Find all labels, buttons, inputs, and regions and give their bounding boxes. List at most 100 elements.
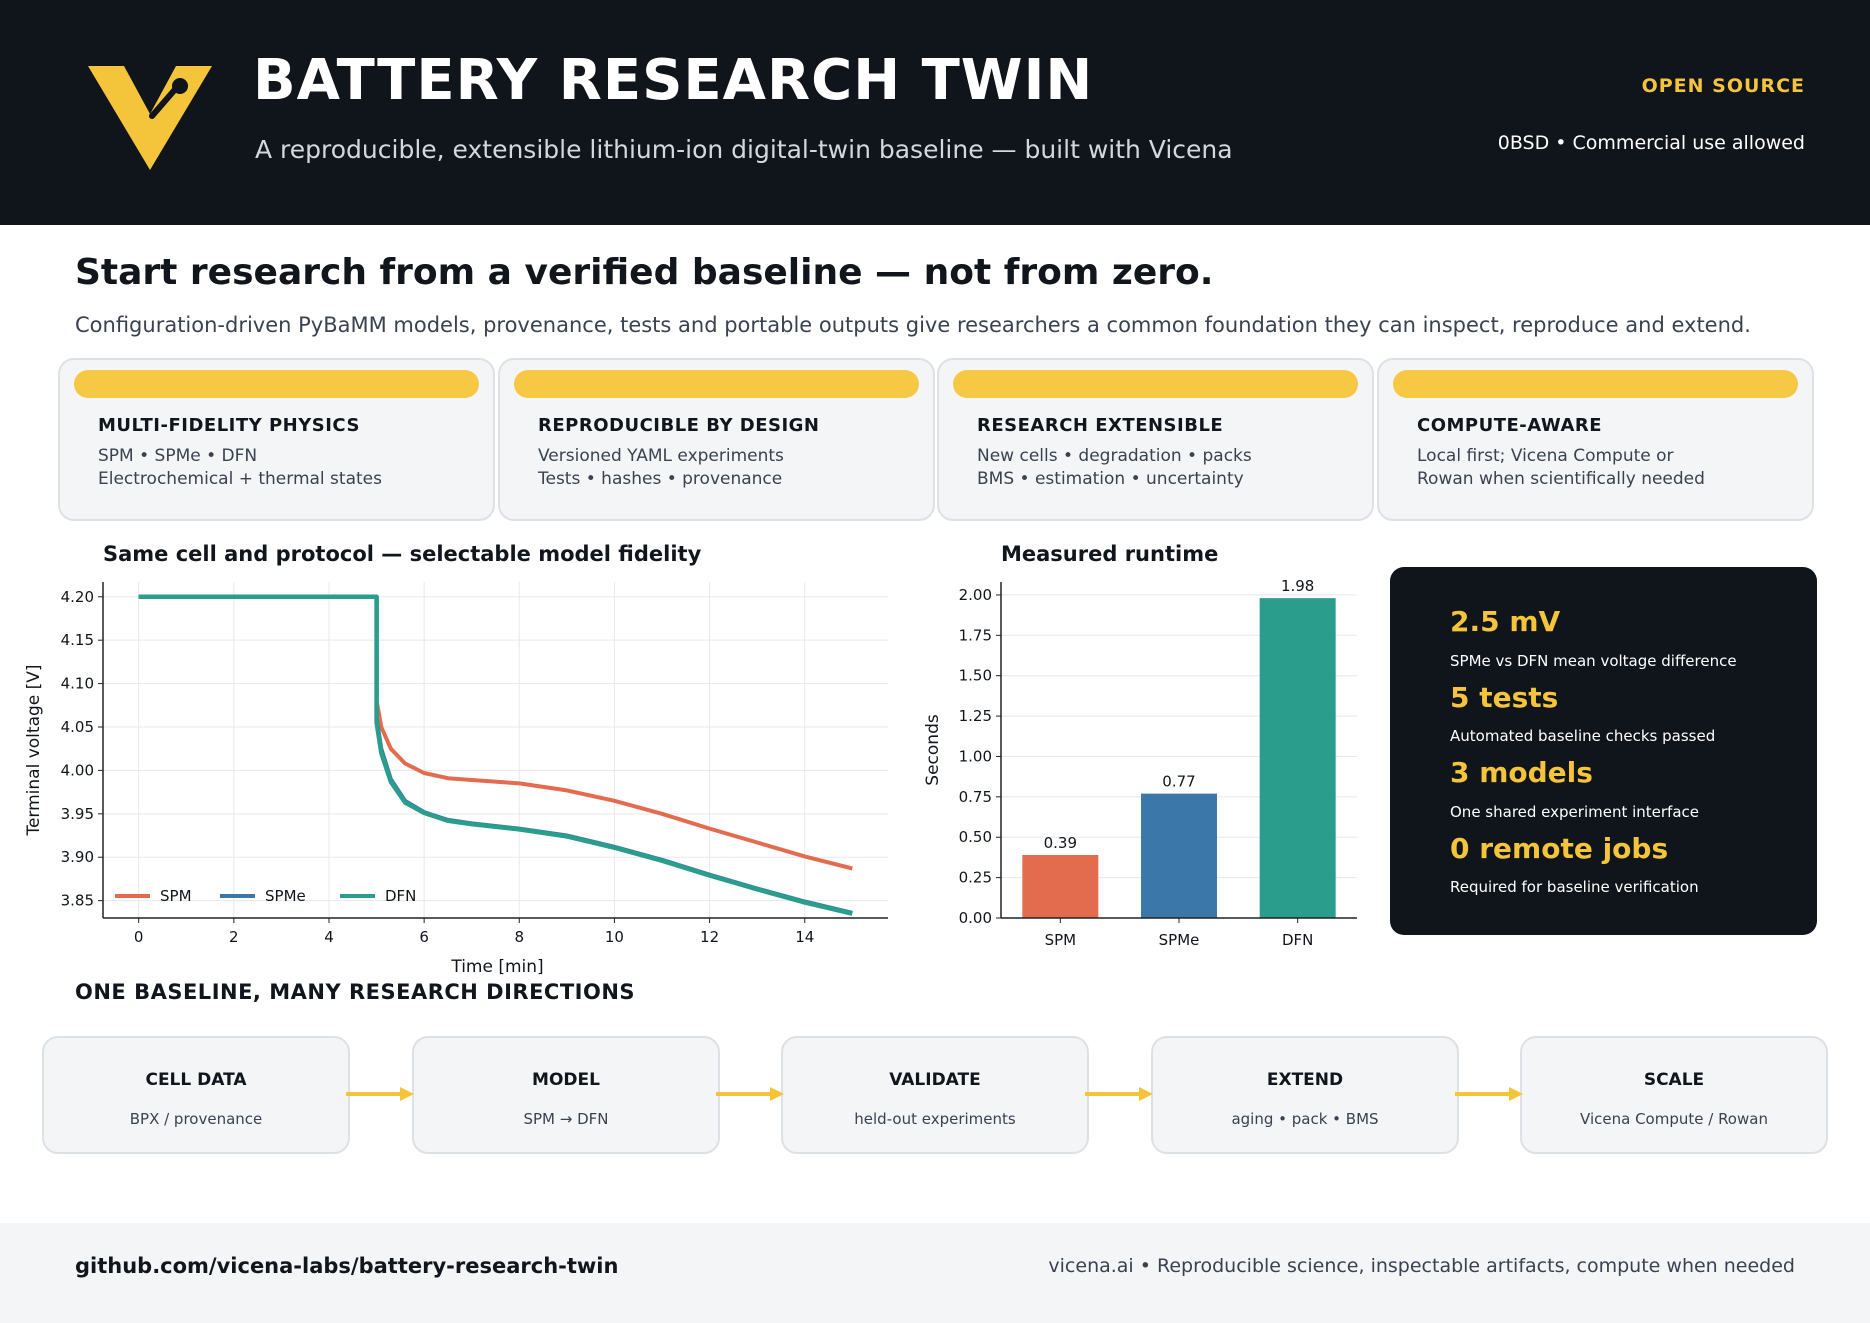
metric-label: Required for baseline verification	[1450, 878, 1699, 896]
page-headline: Start research from a verified baseline …	[75, 252, 1214, 293]
x-tick-label: 0	[134, 928, 144, 946]
legend-label: SPM	[160, 887, 192, 905]
x-tick-label: 4	[324, 928, 334, 946]
step-title: EXTEND	[1266, 1070, 1344, 1090]
pipeline-step-scale: SCALE Vicena Compute / Rowan	[1520, 1036, 1828, 1154]
series-line-dfn	[138, 594, 853, 916]
runtime-bar-chart: 0.00 0.25 0.50 0.75 1.00 1.25 1.50 1.75 2.00 0.39…	[923, 577, 1357, 949]
app-subtitle: A reproducible, extensible lithium-ion d…	[255, 135, 1233, 164]
metric-value: 0 remote jobs	[1450, 832, 1669, 865]
y-tick-label: 3.90	[61, 848, 94, 866]
feature-card-extensible: RESEARCH EXTENSIBLE New cells • degradat…	[937, 358, 1374, 521]
y-tick-label: 0.75	[959, 788, 992, 806]
metric-value: 5 tests	[1450, 681, 1559, 714]
step-desc: SPM → DFN	[523, 1110, 609, 1128]
y-tick-label: 4.15	[61, 631, 94, 649]
step-desc: held-out experiments	[854, 1110, 1016, 1128]
voltage-chart-title: Same cell and protocol — selectable mode…	[103, 542, 702, 566]
feature-card-physics: MULTI-FIDELITY PHYSICS SPM • SPMe • DFN …	[58, 358, 495, 521]
x-tick-label: 2	[229, 928, 239, 946]
x-tick-label: SPMe	[1159, 931, 1200, 949]
license-text: 0BSD • Commercial use allowed	[1497, 132, 1805, 154]
arrow-right-icon	[1455, 1087, 1523, 1101]
feature-line: SPM • SPMe • DFN	[98, 446, 258, 466]
metrics-panel: 2.5 mV SPMe vs DFN mean voltage differen…	[1390, 567, 1817, 935]
feature-title: RESEARCH EXTENSIBLE	[977, 415, 1224, 436]
y-tick-label: 4.00	[61, 761, 94, 779]
open-source-badge: OPEN SOURCE	[1641, 75, 1805, 97]
step-desc: aging • pack • BMS	[1231, 1110, 1379, 1128]
x-tick-label: DFN	[1282, 931, 1313, 949]
bar-value-label: 0.39	[1044, 834, 1077, 852]
y-tick-label: 0.25	[959, 869, 992, 887]
y-axis-label: Terminal voltage [V]	[24, 664, 44, 836]
feature-line: Rowan when scientifically needed	[1417, 469, 1705, 489]
x-tick-label: 12	[700, 928, 719, 946]
y-tick-label: 4.20	[61, 588, 94, 606]
x-axis-label: Time [min]	[450, 957, 543, 977]
metric-value: 2.5 mV	[1450, 605, 1561, 638]
bar-dfn	[1259, 598, 1336, 918]
pipeline-step-extend: EXTEND aging • pack • BMS	[1151, 1036, 1459, 1154]
series-line-spm	[138, 594, 853, 871]
y-tick-label: 1.00	[959, 747, 992, 765]
x-tick-label: 14	[795, 928, 814, 946]
y-axis-label: Seconds	[923, 714, 943, 786]
step-title: SCALE	[1643, 1070, 1705, 1090]
feature-card-compute: COMPUTE-AWARE Local first; Vicena Comput…	[1377, 358, 1814, 521]
step-title: VALIDATE	[889, 1070, 981, 1090]
feature-line: New cells • degradation • packs	[977, 446, 1252, 466]
feature-title: COMPUTE-AWARE	[1417, 415, 1603, 436]
x-tick-label: 10	[605, 928, 624, 946]
repo-link[interactable]: github.com/vicena-labs/battery-research-…	[75, 1254, 619, 1278]
vicena-logo-icon	[88, 66, 212, 170]
feature-line: Electrochemical + thermal states	[98, 469, 382, 489]
y-tick-label: 1.50	[959, 667, 992, 685]
y-tick-label: 4.10	[61, 675, 94, 693]
x-tick-label: SPM	[1045, 931, 1077, 949]
footer-tagline: vicena.ai • Reproducible science, inspec…	[1048, 1255, 1795, 1277]
x-tick-label: 8	[515, 928, 525, 946]
y-tick-label: 0.50	[959, 828, 992, 846]
voltage-line-chart: 0 2 4 6 8 10 12 14 3.85 3.90 3.95 4.00 4.05 4.10 4.15 4…	[24, 582, 888, 977]
series-line-spme	[138, 594, 853, 915]
feature-accent-bar	[1393, 370, 1798, 398]
page-lede: Configuration-driven PyBaMM models, prov…	[75, 313, 1751, 337]
pipeline-step-model: MODEL SPM → DFN	[412, 1036, 720, 1154]
legend-label: SPMe	[265, 887, 306, 905]
feature-line: Tests • hashes • provenance	[538, 469, 783, 489]
metric-label: One shared experiment interface	[1450, 803, 1700, 821]
bar-value-label: 0.77	[1162, 773, 1195, 791]
arrow-right-icon	[346, 1087, 414, 1101]
feature-line: Local first; Vicena Compute or	[1417, 446, 1674, 466]
metric-label: SPMe vs DFN mean voltage difference	[1450, 652, 1737, 670]
y-tick-label: 3.95	[61, 805, 94, 823]
bar-value-label: 1.98	[1281, 577, 1314, 595]
feature-card-reproducible: REPRODUCIBLE BY DESIGN Versioned YAML ex…	[498, 358, 935, 521]
arrow-right-icon	[1085, 1087, 1153, 1101]
feature-title: REPRODUCIBLE BY DESIGN	[538, 415, 820, 436]
legend-label: DFN	[385, 887, 416, 905]
y-tick-label: 3.85	[61, 892, 94, 910]
pipeline-step-cell-data: CELL DATA BPX / provenance	[42, 1036, 350, 1154]
step-desc: Vicena Compute / Rowan	[1580, 1110, 1768, 1128]
step-desc: BPX / provenance	[129, 1110, 263, 1128]
x-tick-label: 6	[419, 928, 429, 946]
header-banner: BATTERY RESEARCH TWIN A reproducible, ex…	[0, 0, 1870, 225]
bar-spm	[1022, 855, 1099, 918]
app-title: BATTERY RESEARCH TWIN	[253, 48, 1094, 113]
pipeline-step-validate: VALIDATE held-out experiments	[781, 1036, 1089, 1154]
feature-accent-bar	[953, 370, 1358, 398]
bar-spme	[1141, 793, 1217, 918]
pipeline-title: ONE BASELINE, MANY RESEARCH DIRECTIONS	[75, 980, 636, 1004]
feature-title: MULTI-FIDELITY PHYSICS	[98, 415, 360, 436]
feature-line: BMS • estimation • uncertainty	[977, 469, 1244, 489]
y-tick-label: 1.75	[959, 626, 992, 644]
step-title: CELL DATA	[145, 1070, 247, 1090]
y-tick-label: 4.05	[61, 718, 94, 736]
feature-accent-bar	[514, 370, 919, 398]
runtime-chart-title: Measured runtime	[1001, 542, 1219, 566]
footer: github.com/vicena-labs/battery-research-…	[0, 1223, 1870, 1323]
y-tick-label: 1.25	[959, 707, 992, 725]
feature-line: Versioned YAML experiments	[538, 446, 784, 466]
